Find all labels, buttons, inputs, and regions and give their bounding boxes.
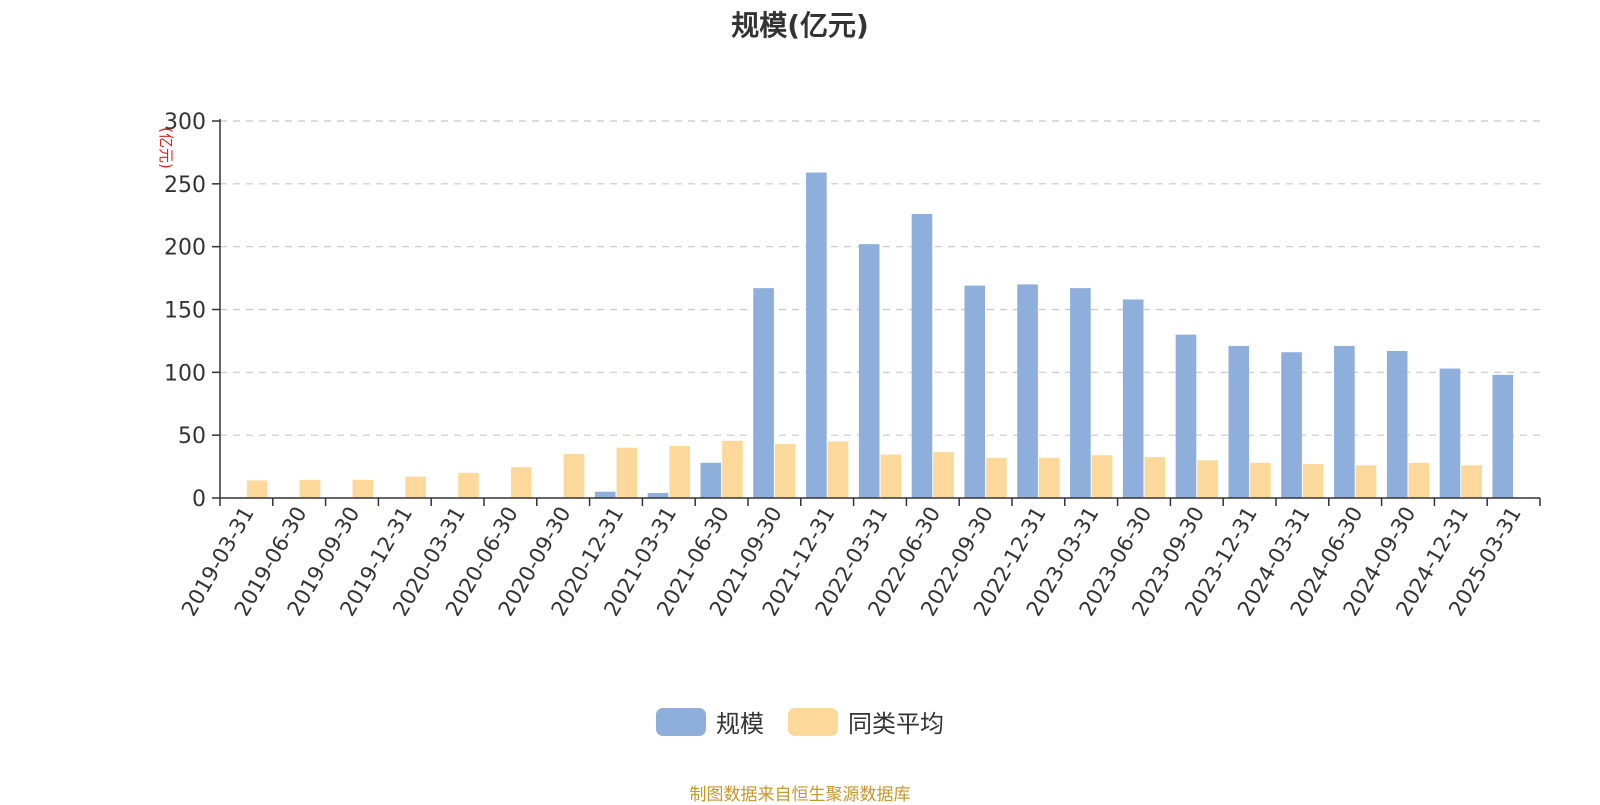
legend: 规模 同类平均 bbox=[0, 704, 1600, 739]
bar-peer-average-2024-06-30[interactable] bbox=[1355, 465, 1377, 498]
legend-swatch-scale bbox=[656, 707, 706, 736]
bar-scale-2022-12-31[interactable] bbox=[1017, 284, 1038, 498]
bar-peer-average-2021-03-31[interactable] bbox=[669, 445, 690, 498]
y-tick-label: 200 bbox=[164, 236, 206, 261]
bar-scale-2024-06-30[interactable] bbox=[1334, 345, 1355, 498]
y-tick-label: 300 bbox=[164, 110, 206, 135]
bar-scale-2025-03-31[interactable] bbox=[1492, 374, 1514, 498]
bar-scale-2022-06-30[interactable] bbox=[911, 213, 933, 498]
bar-peer-average-2020-12-31[interactable] bbox=[616, 447, 638, 498]
bar-scale-2021-09-30[interactable] bbox=[753, 288, 774, 498]
bar-peer-average-2019-09-30[interactable] bbox=[352, 479, 374, 498]
source-note: 制图数据来自恒生聚源数据库 bbox=[689, 785, 911, 805]
bar-peer-average-2021-09-30[interactable] bbox=[774, 443, 796, 498]
y-tick-label: 250 bbox=[164, 173, 206, 198]
bar-scale-2022-09-30[interactable] bbox=[964, 285, 986, 498]
bar-scale-2020-12-31[interactable] bbox=[594, 491, 616, 498]
legend-label-peer-average: 同类平均 bbox=[848, 710, 944, 738]
bar-peer-average-2023-03-31[interactable] bbox=[1091, 455, 1113, 498]
bars bbox=[225, 172, 1514, 499]
legend-item-peer-average[interactable]: 同类平均 bbox=[788, 704, 944, 739]
y-tick-label: 150 bbox=[164, 299, 206, 324]
y-tick-label: 50 bbox=[178, 424, 206, 449]
y-tick-labels: 0 50 100 150 200 250 300 bbox=[164, 110, 206, 512]
bar-scale-2021-12-31[interactable] bbox=[806, 172, 827, 499]
bar-peer-average-2023-06-30[interactable] bbox=[1144, 457, 1166, 498]
bar-scale-2023-12-31[interactable] bbox=[1228, 345, 1250, 498]
axes bbox=[212, 119, 1541, 506]
bar-peer-average-2022-06-30[interactable] bbox=[933, 452, 954, 498]
legend-item-scale[interactable]: 规模 bbox=[656, 704, 764, 739]
bar-scale-2023-09-30[interactable] bbox=[1175, 334, 1197, 498]
bar-peer-average-2024-09-30[interactable] bbox=[1408, 462, 1430, 498]
bar-peer-average-2020-09-30[interactable] bbox=[563, 454, 585, 498]
legend-label-scale: 规模 bbox=[716, 710, 764, 738]
bar-peer-average-2021-06-30[interactable] bbox=[722, 440, 743, 498]
bar-peer-average-2021-12-31[interactable] bbox=[827, 441, 849, 498]
bar-scale-2023-06-30[interactable] bbox=[1122, 299, 1144, 498]
bar-peer-average-2022-03-31[interactable] bbox=[880, 454, 902, 498]
legend-swatch-peer-average bbox=[788, 707, 838, 736]
bar-peer-average-2022-12-31[interactable] bbox=[1038, 457, 1060, 498]
bar-scale-2023-03-31[interactable] bbox=[1070, 288, 1091, 498]
bar-peer-average-2023-09-30[interactable] bbox=[1197, 460, 1218, 498]
bar-scale-2024-03-31[interactable] bbox=[1281, 352, 1302, 498]
bar-peer-average-2020-03-31[interactable] bbox=[458, 472, 479, 498]
bar-peer-average-2024-12-31[interactable] bbox=[1461, 465, 1482, 498]
bar-scale-2021-03-31[interactable] bbox=[647, 492, 669, 498]
bar-peer-average-2019-06-30[interactable] bbox=[299, 479, 321, 498]
chart-title: 规模(亿元) bbox=[731, 9, 869, 42]
bar-peer-average-2020-06-30[interactable] bbox=[510, 467, 532, 498]
bar-peer-average-2022-09-30[interactable] bbox=[986, 457, 1007, 498]
bar-scale-2022-03-31[interactable] bbox=[858, 244, 880, 498]
bar-peer-average-2019-12-31[interactable] bbox=[405, 476, 426, 498]
bar-peer-average-2023-12-31[interactable] bbox=[1250, 462, 1271, 498]
bar-scale-2024-12-31[interactable] bbox=[1439, 368, 1461, 498]
y-axis-label: (亿元) bbox=[157, 127, 175, 169]
bar-peer-average-2019-03-31[interactable] bbox=[246, 480, 268, 498]
bar-scale-2021-06-30[interactable] bbox=[700, 462, 722, 498]
x-tick-labels: 2019-03-312019-06-302019-09-302019-12-31… bbox=[177, 503, 1526, 621]
y-tick-label: 0 bbox=[192, 487, 206, 512]
bar-peer-average-2024-03-31[interactable] bbox=[1302, 464, 1324, 498]
y-tick-label: 100 bbox=[164, 361, 206, 386]
bar-chart: 2019-03-312019-06-302019-09-302019-12-31… bbox=[157, 110, 1541, 621]
bar-scale-2024-09-30[interactable] bbox=[1386, 350, 1408, 498]
